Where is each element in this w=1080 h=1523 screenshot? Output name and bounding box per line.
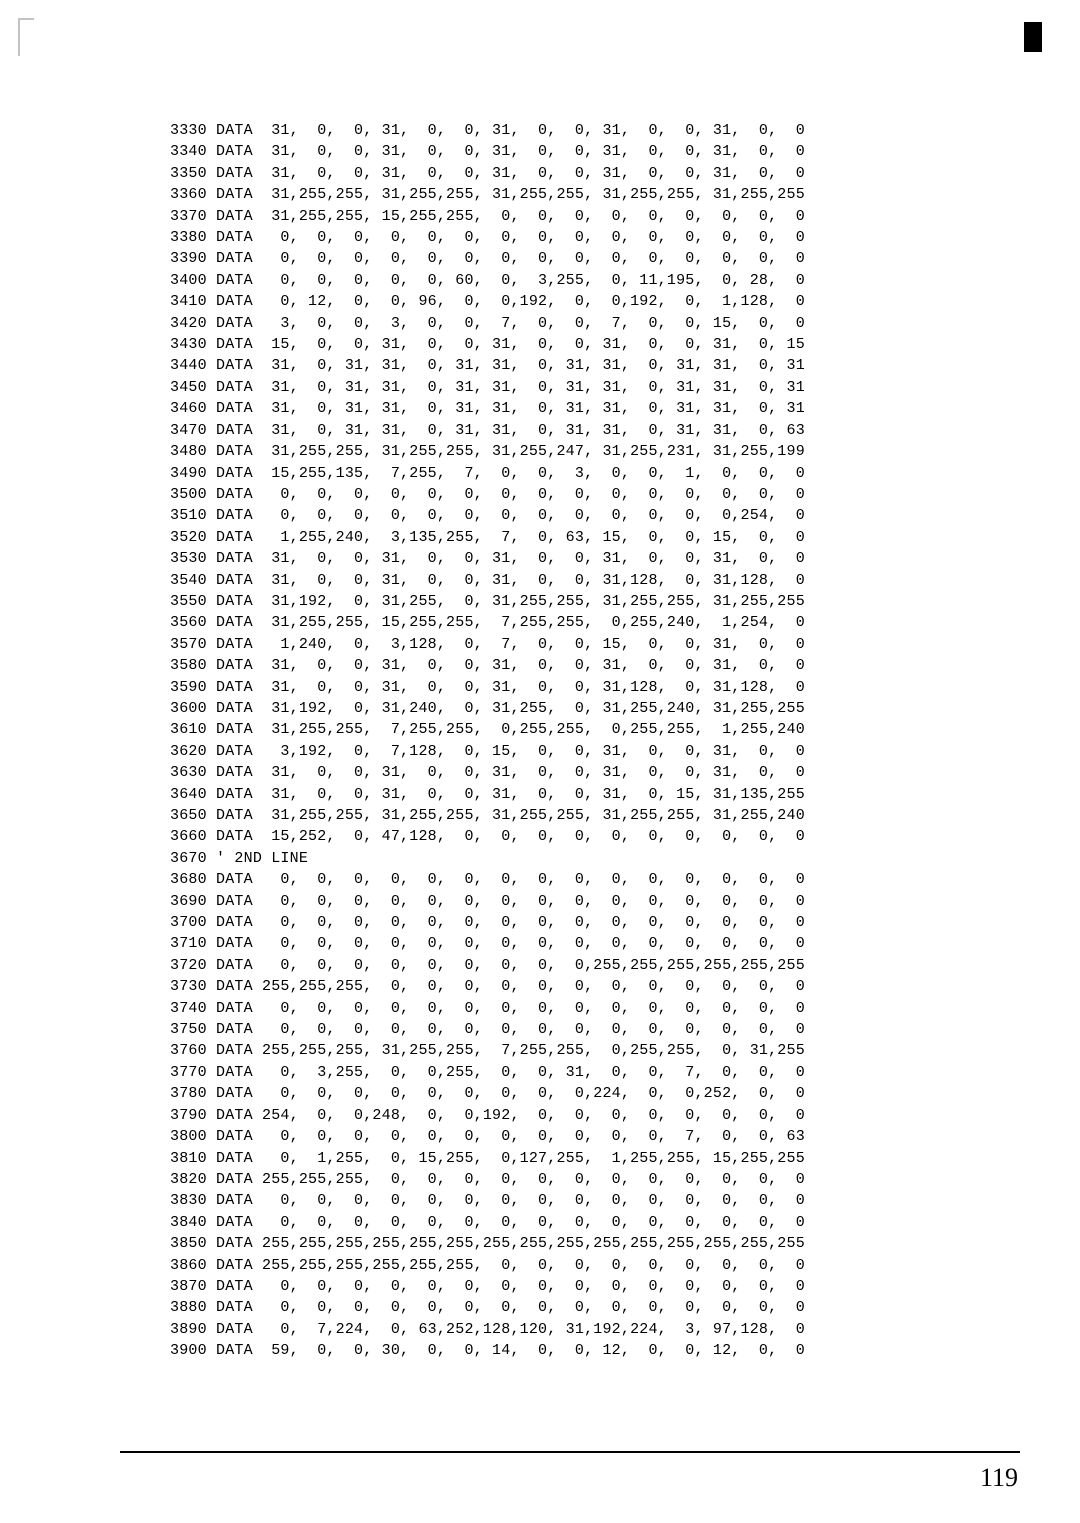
page: 3330 DATA 31, 0, 0, 31, 0, 0, 31, 0, 0, … (0, 0, 1080, 1523)
page-number: 119 (980, 1463, 1018, 1493)
scan-corner-mark (18, 18, 34, 56)
basic-data-listing: 3330 DATA 31, 0, 0, 31, 0, 0, 31, 0, 0, … (170, 120, 1050, 1362)
footer-rule (120, 1451, 1020, 1453)
page-edge-marker (1024, 22, 1042, 52)
